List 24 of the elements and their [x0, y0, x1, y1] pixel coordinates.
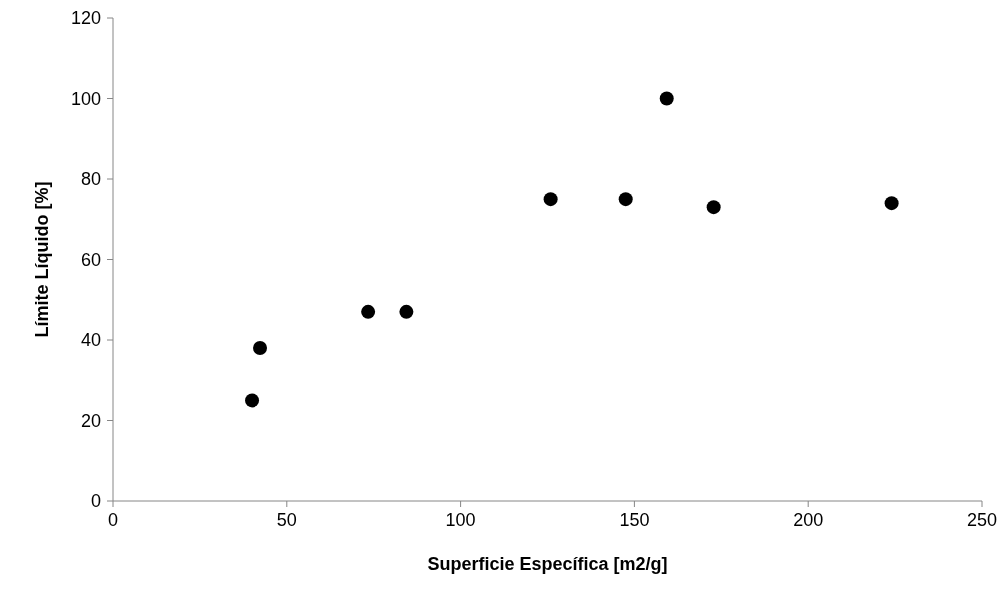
point	[618, 192, 633, 207]
point	[245, 393, 260, 408]
point	[543, 192, 558, 207]
y-tick-label: 80	[80, 169, 101, 190]
point	[361, 304, 376, 319]
y-tick-label: 120	[70, 8, 101, 29]
y-axis-title: Límite Líquido [%]	[32, 181, 52, 338]
y-tick-label: 100	[70, 88, 101, 109]
point	[706, 200, 721, 215]
x-axis-title: Superficie Específica [m2/g]	[427, 554, 668, 574]
point	[253, 341, 268, 356]
x-tick-label: 150	[619, 510, 650, 530]
x-tick-label: 200	[793, 510, 824, 530]
point	[399, 304, 414, 319]
y-tick-label: 60	[80, 249, 101, 270]
x-tick-label: 250	[966, 510, 998, 530]
x-tick-label: 100	[445, 510, 476, 530]
point	[659, 91, 674, 106]
y-tick-label: 20	[80, 410, 101, 431]
point	[884, 196, 899, 211]
x-tick-label: 50	[276, 510, 297, 530]
y-tick-label: 40	[80, 330, 101, 351]
y-tick-label: 0	[90, 491, 101, 512]
x-tick-label: 0	[107, 510, 119, 530]
